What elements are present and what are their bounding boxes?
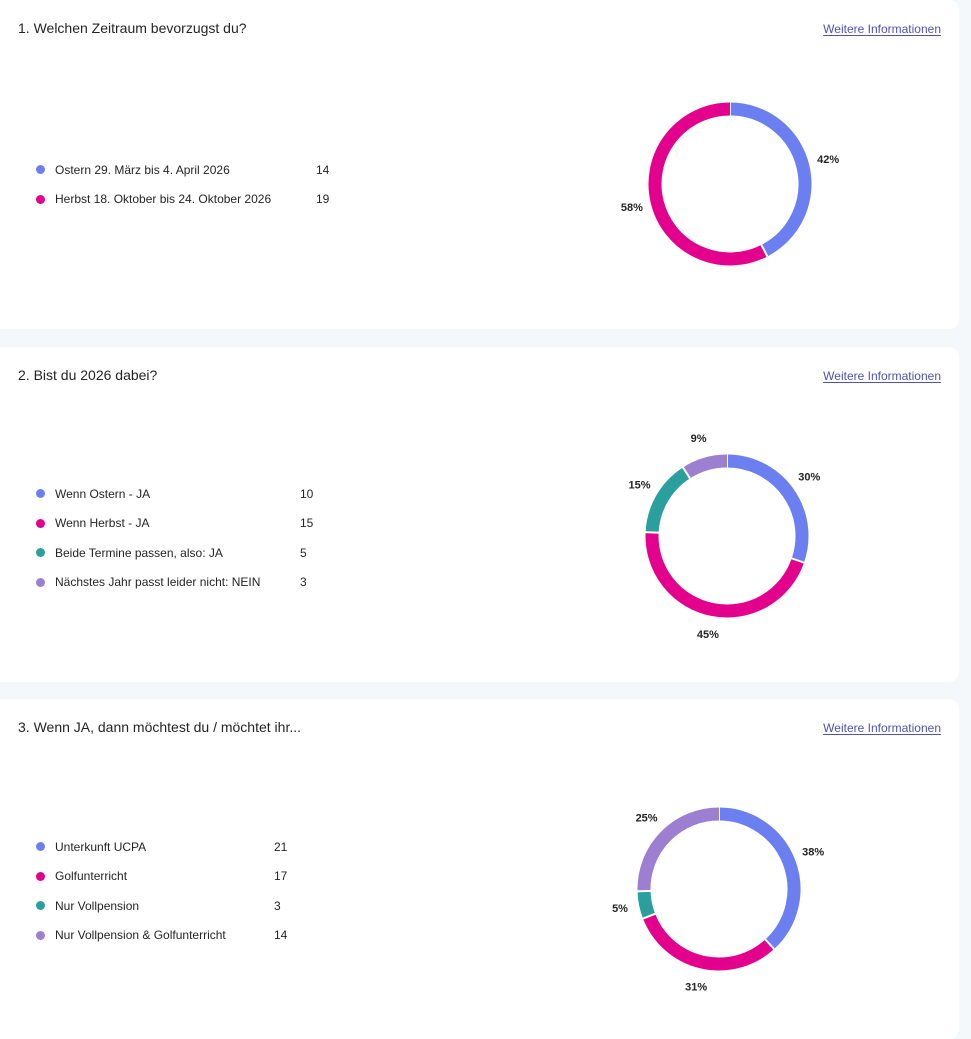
more-info-link[interactable]: Weitere Informationen xyxy=(823,721,941,735)
donut-segment[interactable] xyxy=(730,109,805,251)
legend-swatch xyxy=(36,489,45,498)
percent-label: 38% xyxy=(802,846,824,858)
chart-legend: Ostern 29. März bis 4. April 2026 14 Her… xyxy=(36,155,271,214)
chart-legend: Unterkunft UCPA 21 Golfunterricht 17 Nur… xyxy=(36,832,226,950)
legend-swatch xyxy=(36,548,45,557)
legend-item: Ostern 29. März bis 4. April 2026 14 xyxy=(36,155,271,185)
percent-label: 31% xyxy=(685,981,707,993)
legend-label: Ostern 29. März bis 4. April 2026 xyxy=(55,163,230,177)
donut-segment[interactable] xyxy=(727,461,802,561)
legend-count: 17 xyxy=(274,862,287,892)
question-title: 3. Wenn JA, dann möchtest du / möchtet i… xyxy=(18,719,301,735)
legend-label: Wenn Herbst - JA xyxy=(55,516,149,530)
legend-count: 19 xyxy=(316,185,329,215)
donut-segment[interactable] xyxy=(655,109,764,259)
legend-item: Wenn Ostern - JA 10 xyxy=(36,479,260,509)
legend-item: Nur Vollpension 3 xyxy=(36,891,226,921)
legend-item: Unterkunft UCPA 21 xyxy=(36,832,226,862)
percent-label: 30% xyxy=(798,471,820,483)
legend-label: Beide Termine passen, also: JA xyxy=(55,546,223,560)
legend-swatch xyxy=(36,931,45,940)
legend-count: 14 xyxy=(316,155,329,185)
more-info-link[interactable]: Weitere Informationen xyxy=(823,369,941,383)
donut-chart: 38%31%5%25% xyxy=(637,807,801,971)
legend-label: Golfunterricht xyxy=(55,869,127,883)
donut-segment[interactable] xyxy=(644,814,719,891)
percent-label: 25% xyxy=(636,813,658,825)
legend-count: 3 xyxy=(274,891,281,921)
legend-count: 14 xyxy=(274,921,287,951)
donut-chart: 42%58% xyxy=(648,102,812,266)
donut-segment[interactable] xyxy=(644,891,649,916)
legend-swatch xyxy=(36,842,45,851)
segment-separator xyxy=(645,532,660,533)
legend-item: Nächstes Jahr passt leider nicht: NEIN 3 xyxy=(36,568,260,598)
donut-chart: 30%45%15%9% xyxy=(645,454,809,618)
question-title: 1. Welchen Zeitraum bevorzugst du? xyxy=(18,20,247,36)
percent-label: 15% xyxy=(629,480,651,492)
legend-label: Unterkunft UCPA xyxy=(55,840,146,854)
percent-label: 9% xyxy=(691,433,707,445)
legend-label: Wenn Ostern - JA xyxy=(55,487,150,501)
legend-count: 5 xyxy=(300,538,307,568)
legend-item: Herbst 18. Oktober bis 24. Oktober 2026 … xyxy=(36,185,271,215)
legend-label: Nächstes Jahr passt leider nicht: NEIN xyxy=(55,575,260,589)
percent-label: 5% xyxy=(612,903,628,915)
donut-segment[interactable] xyxy=(652,473,686,533)
legend-item: Wenn Herbst - JA 15 xyxy=(36,509,260,539)
more-info-link[interactable]: Weitere Informationen xyxy=(823,22,941,36)
chart-legend: Wenn Ostern - JA 10 Wenn Herbst - JA 15 … xyxy=(36,479,260,597)
question-title: 2. Bist du 2026 dabei? xyxy=(18,367,157,383)
legend-item: Beide Termine passen, also: JA 5 xyxy=(36,538,260,568)
legend-swatch xyxy=(36,901,45,910)
question-card-2: 2. Bist du 2026 dabei? Weitere Informati… xyxy=(0,347,959,682)
legend-count: 10 xyxy=(300,479,313,509)
question-card-1: 1. Welchen Zeitraum bevorzugst du? Weite… xyxy=(0,0,959,329)
legend-count: 15 xyxy=(300,509,313,539)
donut-segment[interactable] xyxy=(719,814,794,944)
legend-count: 3 xyxy=(300,568,307,598)
legend-count: 21 xyxy=(274,832,287,862)
legend-label: Nur Vollpension & Golfunterricht xyxy=(55,928,226,942)
legend-swatch xyxy=(36,872,45,881)
legend-item: Golfunterricht 17 xyxy=(36,862,226,892)
legend-label: Herbst 18. Oktober bis 24. Oktober 2026 xyxy=(55,192,271,206)
donut-segment[interactable] xyxy=(686,461,727,473)
donut-segment[interactable] xyxy=(649,916,770,964)
legend-swatch xyxy=(36,195,45,204)
percent-label: 58% xyxy=(621,202,643,214)
legend-swatch xyxy=(36,578,45,587)
percent-label: 42% xyxy=(817,154,839,166)
question-card-3: 3. Wenn JA, dann möchtest du / möchtet i… xyxy=(0,699,959,1039)
percent-label: 45% xyxy=(697,629,719,641)
legend-item: Nur Vollpension & Golfunterricht 14 xyxy=(36,921,226,951)
legend-swatch xyxy=(36,165,45,174)
legend-label: Nur Vollpension xyxy=(55,899,139,913)
legend-swatch xyxy=(36,519,45,528)
donut-segment[interactable] xyxy=(652,532,798,611)
